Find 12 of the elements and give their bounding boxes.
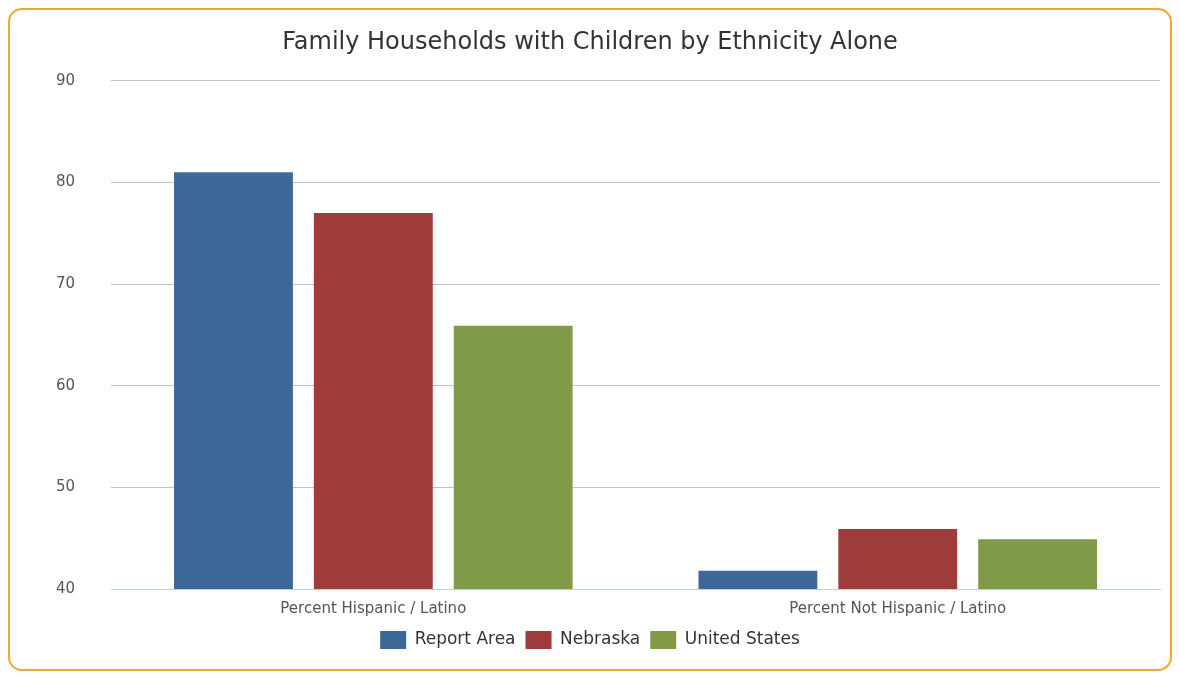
y-tick-label: 40 [55, 578, 76, 597]
y-tick-label: 60 [55, 375, 76, 394]
y-tick-label: 70 [55, 273, 76, 292]
y-tick-label: 90 [55, 70, 76, 89]
x-tick-label: Percent Hispanic / Latino [280, 598, 467, 617]
x-tick-label: Percent Not Hispanic / Latino [789, 598, 1007, 617]
legend-label: Nebraska [560, 628, 641, 649]
legend-label: Report Area [414, 628, 516, 649]
y-tick-label: 80 [55, 172, 76, 191]
chart-title: Family Households with Children by Ethnicity Alone [282, 26, 898, 55]
y-tick-label: 50 [55, 477, 76, 496]
legend-label: United States [684, 628, 800, 649]
